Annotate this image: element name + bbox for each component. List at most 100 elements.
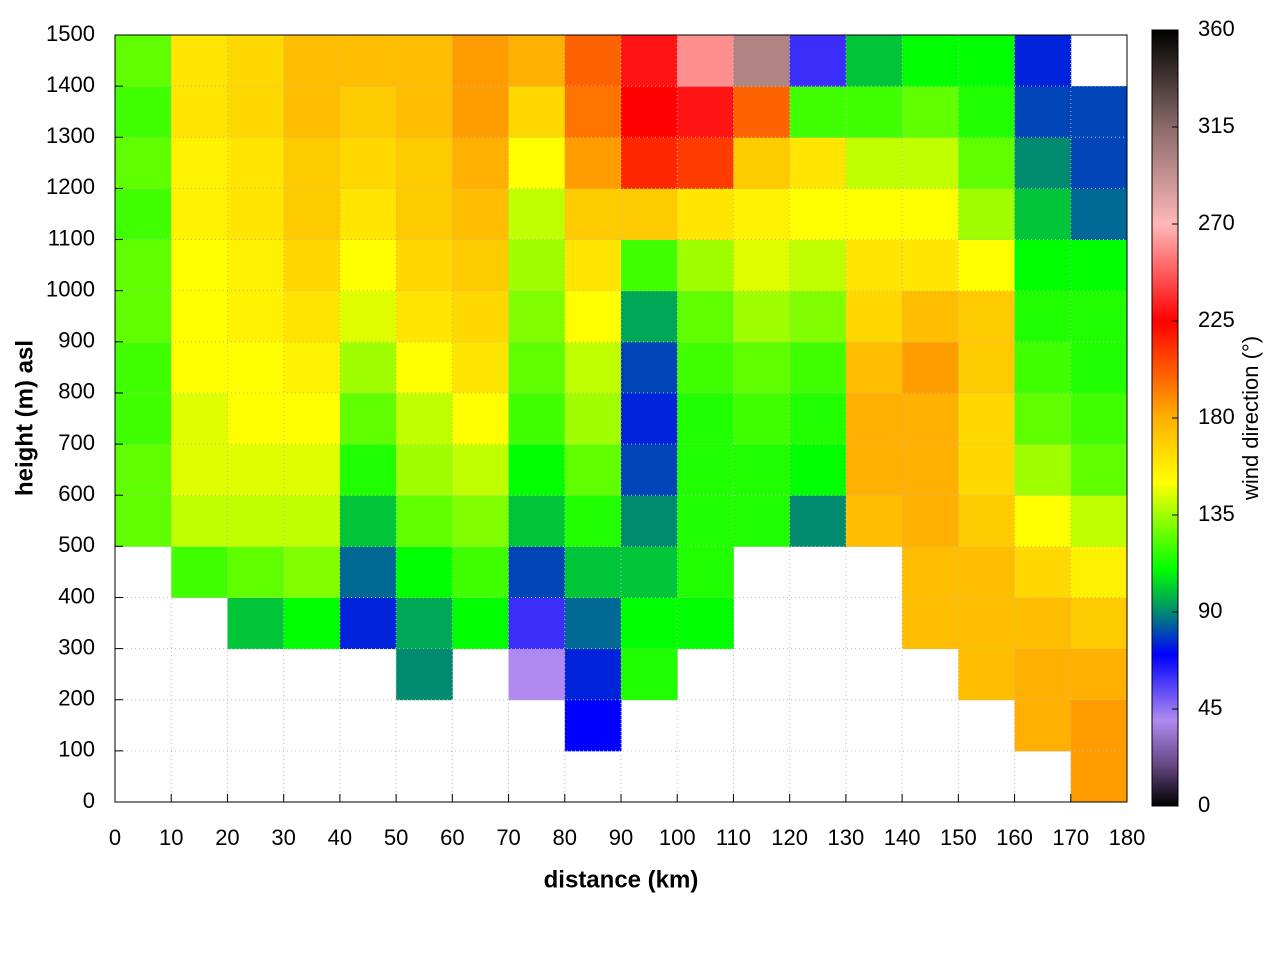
- heatmap-cell: [339, 86, 397, 138]
- heatmap-cell: [508, 546, 566, 598]
- x-tick-label: 0: [109, 825, 121, 850]
- heatmap-cell: [789, 86, 847, 138]
- y-tick-label: 1300: [46, 123, 95, 148]
- heatmap-cell: [452, 137, 510, 189]
- heatmap-cell: [115, 239, 172, 292]
- heatmap-cell: [564, 188, 622, 241]
- x-tick-label: 150: [940, 825, 977, 850]
- heatmap-cell: [171, 35, 228, 87]
- y-tick-label: 400: [58, 583, 95, 608]
- heatmap-cell: [958, 239, 1016, 292]
- heatmap-cell: [227, 546, 285, 598]
- heatmap-cell: [621, 290, 678, 343]
- heatmap-cell: [339, 137, 397, 189]
- heatmap-cell: [1014, 546, 1072, 598]
- heatmap-cell: [958, 137, 1016, 189]
- heatmap-cell: [564, 495, 622, 547]
- heatmap-cell: [789, 341, 847, 394]
- heatmap-cell: [902, 290, 959, 343]
- heatmap-cell: [564, 137, 622, 189]
- y-tick-label: 700: [58, 430, 95, 455]
- heatmap-cell: [677, 444, 734, 496]
- heatmap-cell: [171, 290, 228, 343]
- heatmap-cell: [171, 341, 228, 394]
- heatmap-cell: [677, 392, 734, 445]
- x-tick-label: 120: [771, 825, 808, 850]
- heatmap-cell: [733, 290, 791, 343]
- heatmap-cell: [171, 86, 228, 138]
- heatmap-cell: [1014, 137, 1072, 189]
- heatmap-cell: [958, 597, 1016, 650]
- heatmap-cell: [621, 648, 678, 701]
- heatmap-cell: [902, 597, 959, 650]
- heatmap-cell: [115, 35, 172, 87]
- heatmap-cell: [171, 546, 228, 598]
- heatmap-cell: [733, 444, 791, 496]
- heatmap-cell: [845, 86, 903, 138]
- heatmap-cell: [1070, 392, 1128, 445]
- heatmap-cell: [1070, 137, 1128, 189]
- heatmap-cell: [789, 188, 847, 241]
- x-tick-label: 110: [716, 825, 751, 850]
- x-tick-label: 70: [496, 825, 520, 850]
- y-tick-label: 100: [58, 737, 95, 762]
- x-tick-label: 50: [384, 825, 408, 850]
- heatmap-cell: [227, 239, 285, 292]
- heatmap-cell: [1070, 495, 1128, 547]
- heatmap-cell: [958, 495, 1016, 547]
- heatmap-cell: [115, 495, 172, 547]
- heatmap-cell: [1070, 699, 1128, 752]
- x-tick-label: 90: [609, 825, 633, 850]
- heatmap-cell: [789, 137, 847, 189]
- heatmap-cell: [564, 86, 622, 138]
- heatmap-cell: [845, 290, 903, 343]
- heatmap-cell: [958, 648, 1016, 701]
- heatmap-cell: [845, 137, 903, 189]
- x-tick-label: 180: [1109, 825, 1146, 850]
- heatmap-cell: [508, 444, 566, 496]
- heatmap-cell: [396, 86, 453, 138]
- heatmap-cell: [621, 35, 678, 87]
- heatmap-cell: [508, 239, 566, 292]
- heatmap-cell: [339, 546, 397, 598]
- y-tick-label: 1000: [46, 276, 95, 301]
- heatmap-cell: [958, 290, 1016, 343]
- heatmap-cell: [1014, 290, 1072, 343]
- heatmap-cell: [1014, 341, 1072, 394]
- x-tick-label: 80: [553, 825, 577, 850]
- heatmap-cell: [621, 188, 678, 241]
- heatmap-cell: [621, 444, 678, 496]
- x-tick-label: 30: [271, 825, 295, 850]
- heatmap-cell: [789, 239, 847, 292]
- heatmap-cell: [677, 495, 734, 547]
- heatmap-cell: [1070, 239, 1128, 292]
- heatmap-cell: [677, 341, 734, 394]
- heatmap-cell: [508, 495, 566, 547]
- heatmap-cell: [171, 137, 228, 189]
- heatmap-cell: [508, 290, 566, 343]
- heatmap-cell: [733, 495, 791, 547]
- heatmap-cell: [677, 290, 734, 343]
- heatmap-cell: [396, 597, 453, 650]
- heatmap-cell: [1070, 341, 1128, 394]
- heatmap-cell: [789, 444, 847, 496]
- y-tick-label: 1200: [46, 174, 95, 199]
- heatmap-cell: [452, 35, 510, 87]
- heatmap-cell: [733, 86, 791, 138]
- heatmap-cell: [227, 495, 285, 547]
- heatmap-cell: [1070, 86, 1128, 138]
- heatmap-cell: [789, 392, 847, 445]
- heatmap-cell: [1070, 290, 1128, 343]
- y-tick-label: 500: [58, 532, 95, 557]
- heatmap-cell: [733, 188, 791, 241]
- heatmap-cell: [677, 239, 734, 292]
- heatmap-cell: [508, 188, 566, 241]
- heatmap-cell: [508, 392, 566, 445]
- heatmap-cell: [283, 35, 341, 87]
- heatmap-cell: [845, 495, 903, 547]
- heatmap-cell: [227, 86, 285, 138]
- heatmap-cell: [1070, 648, 1128, 701]
- x-tick-label: 160: [996, 825, 1033, 850]
- heatmap-cell: [227, 188, 285, 241]
- x-tick-label: 60: [440, 825, 464, 850]
